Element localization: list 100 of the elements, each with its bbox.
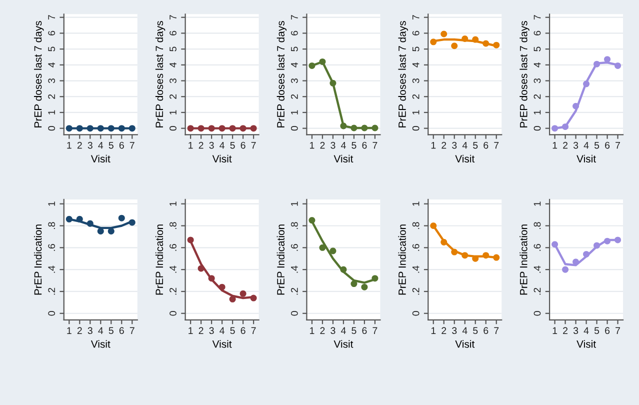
point (493, 42, 500, 48)
point (86, 220, 94, 227)
y-tick-label: .8 (48, 222, 56, 229)
y-tick-label: .8 (534, 222, 541, 229)
x-tick-label: 7 (372, 327, 378, 334)
y-tick-label: 4 (48, 62, 55, 68)
x-tick-label: 6 (119, 327, 124, 334)
y-axis-title: PrEP Indication (398, 224, 406, 295)
point (308, 217, 316, 224)
point (594, 60, 600, 68)
x-tick-label: 3 (452, 327, 457, 334)
y-tick-label: 5 (48, 46, 56, 52)
y-axis-title: PrEP doses last 7 days (155, 21, 166, 128)
x-tick-label: 3 (88, 327, 92, 334)
x-tick-label: 7 (372, 142, 378, 149)
x-axis-title: Visit (90, 154, 110, 162)
x-tick-label: 1 (188, 327, 193, 334)
y-tick-label: .4 (534, 266, 541, 273)
x-axis-title: Visit (212, 154, 232, 162)
x-tick-label: 7 (251, 327, 256, 334)
point (128, 219, 136, 226)
point (472, 36, 479, 43)
point (562, 123, 569, 130)
point (97, 228, 104, 234)
y-tick-label: 3 (170, 78, 176, 84)
point (594, 242, 600, 249)
point (361, 124, 368, 132)
y-tick-label: 1 (170, 202, 176, 206)
y-tick-label: .8 (170, 222, 176, 229)
y-tick-label: .4 (291, 266, 298, 273)
x-tick-label: 7 (616, 327, 620, 334)
point (583, 80, 590, 88)
x-tick-label: 1 (188, 142, 193, 149)
y-tick-label: 1 (412, 202, 420, 206)
y-tick-label: 4 (412, 62, 420, 68)
point (604, 56, 611, 63)
y-tick-label: 6 (170, 30, 176, 36)
y-tick-label: 1 (48, 202, 55, 206)
y-tick-label: 3 (412, 78, 420, 84)
y-tick-label: 7 (412, 15, 420, 20)
point (462, 35, 468, 42)
x-tick-label: 2 (198, 142, 204, 149)
point (319, 244, 326, 251)
x-tick-label: 3 (452, 142, 457, 149)
y-tick-label: 0 (170, 311, 176, 316)
x-tick-label: 2 (77, 142, 82, 149)
y-axis-title: PrEP Indication (34, 224, 42, 295)
point (372, 275, 378, 282)
y-tick-label: 2 (534, 94, 541, 99)
x-tick-label: 2 (320, 142, 325, 149)
point (482, 252, 490, 259)
x-tick-label: 7 (494, 327, 499, 334)
x-tick-label: 6 (484, 327, 488, 334)
x-axis-title: Visit (576, 154, 596, 162)
point (451, 248, 458, 256)
point (562, 266, 569, 273)
point (451, 42, 458, 50)
point (604, 238, 611, 244)
x-tick-label: 5 (473, 327, 478, 334)
x-tick-label: 6 (484, 142, 488, 149)
y-tick-label: .8 (290, 222, 298, 229)
y-tick-label: 1 (170, 110, 176, 114)
x-tick-label: 1 (67, 142, 72, 149)
point (229, 296, 236, 302)
y-axis-title: PrEP doses last 7 days (520, 21, 530, 128)
x-tick-label: 5 (352, 327, 356, 334)
x-tick-label: 3 (88, 142, 92, 149)
y-tick-label: .2 (412, 288, 420, 295)
y-tick-label: 1 (534, 202, 541, 206)
y-axis-title: PrEP Indication (155, 224, 164, 295)
y-tick-label: 0 (412, 126, 420, 131)
y-tick-label: 0 (48, 311, 56, 316)
x-tick-label: 6 (605, 327, 610, 334)
x-tick-label: 4 (584, 327, 589, 334)
y-tick-label: .2 (534, 288, 541, 295)
y-tick-label: 3 (290, 78, 298, 84)
y-tick-label: .4 (412, 266, 420, 273)
x-tick-label: 5 (230, 327, 235, 334)
point (583, 250, 590, 258)
point (350, 280, 358, 288)
y-tick-label: .6 (534, 244, 541, 251)
point (66, 216, 72, 222)
x-tick-label: 5 (352, 142, 356, 149)
y-tick-label: .8 (412, 222, 420, 229)
point (330, 248, 336, 254)
x-tick-label: 4 (220, 142, 224, 149)
y-axis-title: PrEP Indication (276, 224, 284, 295)
y-tick-label: 7 (291, 15, 298, 20)
point (462, 252, 468, 259)
point (218, 284, 226, 290)
point (340, 266, 347, 273)
y-tick-label: 6 (412, 30, 420, 36)
x-tick-label: 6 (240, 327, 246, 334)
point (372, 124, 378, 132)
point (187, 236, 194, 244)
x-axis-title: Visit (334, 154, 354, 162)
x-tick-label: 4 (220, 327, 224, 334)
x-tick-label: 5 (594, 327, 600, 334)
x-tick-label: 7 (616, 142, 620, 149)
x-axis-title: Visit (90, 340, 110, 348)
